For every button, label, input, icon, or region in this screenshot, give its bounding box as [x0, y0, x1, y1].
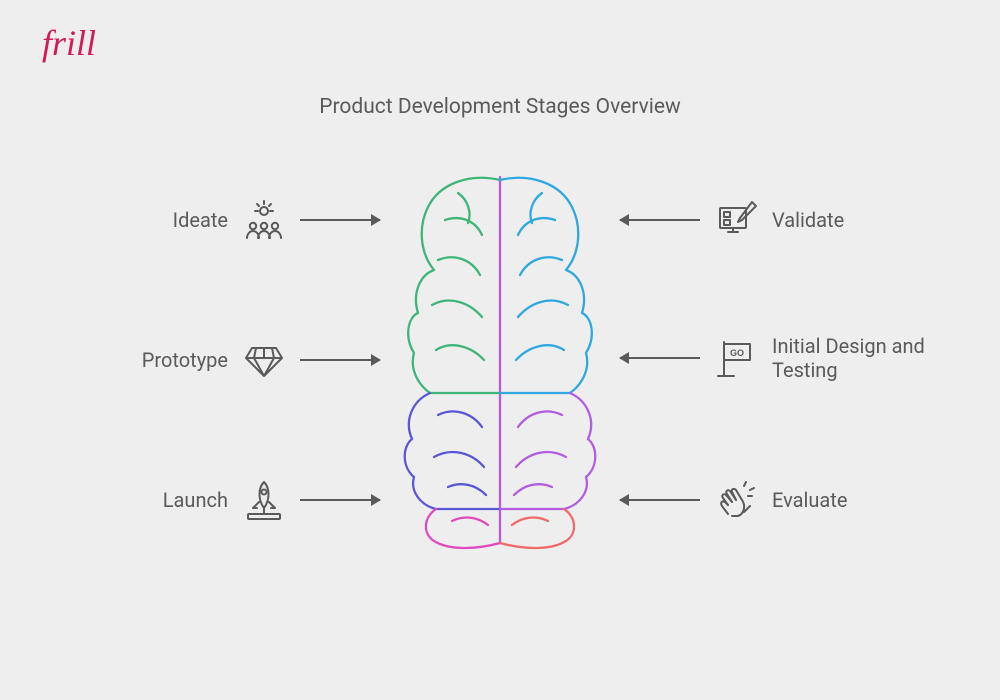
arrow-icon: [300, 359, 380, 361]
stage-initial-design: Initial Design and Testing GO: [620, 334, 932, 382]
people-idea-icon: [242, 198, 286, 242]
stage-ideate: Ideate: [173, 198, 380, 242]
logo: frill: [42, 22, 96, 64]
arrow-icon: [620, 219, 700, 221]
arrow-icon: [300, 499, 380, 501]
stage-label: Ideate: [173, 208, 228, 232]
page-title: Product Development Stages Overview: [0, 95, 1000, 119]
stage-label: Evaluate: [772, 488, 847, 512]
arrow-icon: [620, 499, 700, 501]
diamond-icon: [242, 338, 286, 382]
arrow-icon: [620, 357, 700, 359]
design-pencil-icon: [714, 198, 758, 242]
stage-label: Launch: [163, 488, 228, 512]
clap-hands-icon: [714, 478, 758, 522]
stage-label: Initial Design and Testing: [772, 334, 932, 382]
stage-launch: Launch: [163, 478, 380, 522]
stage-label: Prototype: [142, 348, 228, 372]
stage-evaluate: Evaluate: [620, 478, 847, 522]
arrow-icon: [300, 219, 380, 221]
brain-illustration: [390, 165, 610, 555]
svg-text:GO: GO: [730, 348, 744, 358]
go-flag-icon: GO: [714, 336, 758, 380]
stage-label: Validate: [772, 208, 844, 232]
rocket-icon: [242, 478, 286, 522]
stage-prototype: Prototype: [142, 338, 380, 382]
stage-validate: Validate: [620, 198, 844, 242]
